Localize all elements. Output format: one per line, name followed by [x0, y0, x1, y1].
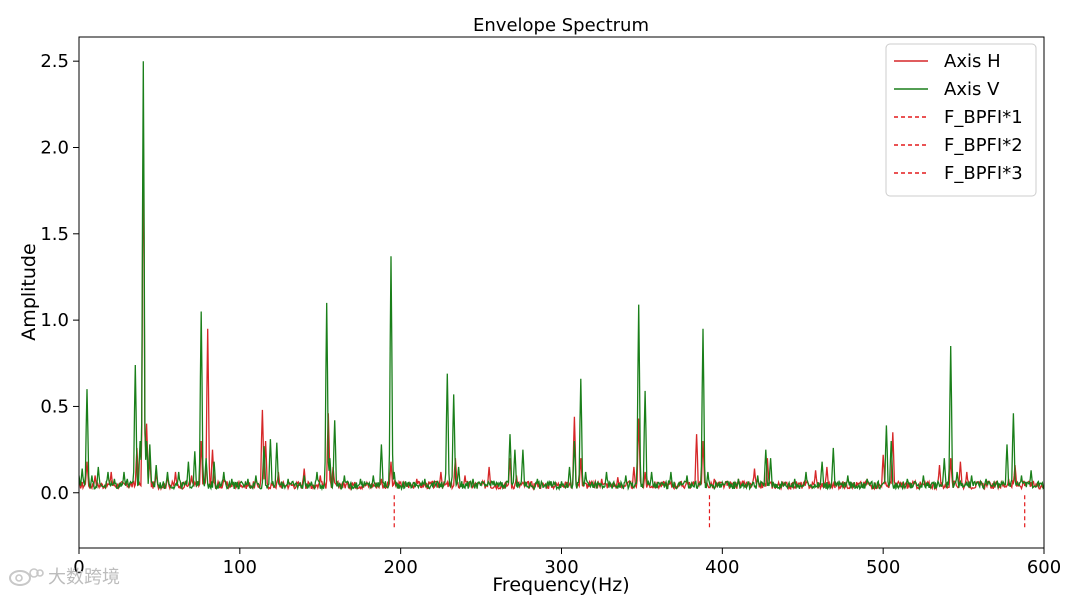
watermark: 大数跨境	[8, 563, 120, 589]
x-tick-label: 300	[544, 557, 578, 578]
chart-title: Envelope Spectrum	[473, 15, 649, 36]
legend-label: F_BPFI*1	[944, 107, 1023, 128]
y-axis: 0.0 0.5 1.0 1.5 2.0 2.5	[40, 51, 79, 504]
legend-label: Axis H	[944, 51, 1001, 72]
y-tick-label: 1.5	[40, 224, 69, 245]
legend-label: Axis V	[944, 79, 1000, 100]
x-tick-label: 200	[383, 557, 417, 578]
legend-label: F_BPFI*2	[944, 135, 1023, 156]
legend-box	[885, 43, 1037, 197]
y-tick-label: 1.0	[40, 310, 69, 331]
x-tick-label: 100	[223, 557, 257, 578]
y-tick-label: 0.5	[40, 396, 69, 417]
series-line-axis-v	[79, 61, 1044, 492]
weibo-logo-icon	[9, 568, 44, 586]
y-tick-label: 2.5	[40, 51, 69, 72]
legend: Axis H Axis V F_BPFI*1 F_BPFI*2 F_BPFI*3	[885, 43, 1037, 197]
y-tick-label: 0.0	[40, 483, 69, 504]
series-layer	[79, 61, 1044, 528]
x-axis-label: Frequency(Hz)	[492, 574, 629, 596]
x-tick-label: 0	[73, 557, 84, 578]
y-tick-label: 2.0	[40, 137, 69, 158]
x-tick-label: 600	[1027, 557, 1061, 578]
x-tick-label: 500	[866, 557, 900, 578]
y-axis-label: Amplitude	[18, 243, 40, 340]
x-axis: 0 100 200 300 400 500 600	[73, 548, 1061, 578]
legend-label: F_BPFI*3	[944, 163, 1023, 184]
watermark-text: 大数跨境	[48, 567, 120, 588]
x-tick-label: 400	[705, 557, 739, 578]
